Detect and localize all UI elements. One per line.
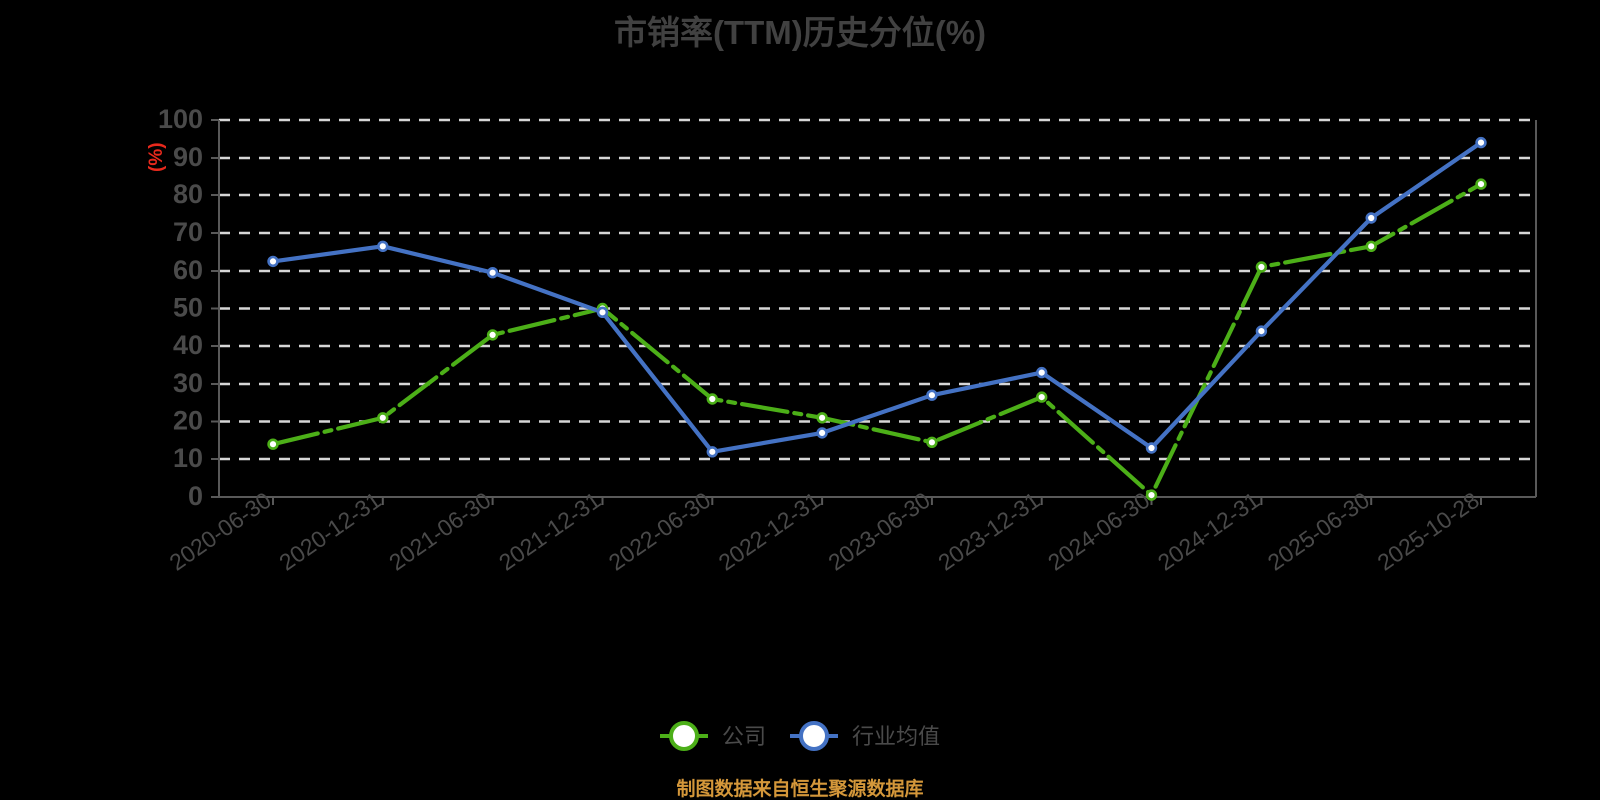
svg-text:2021-12-31: 2021-12-31 [494, 487, 605, 576]
svg-text:90: 90 [173, 142, 203, 172]
svg-text:2023-12-31: 2023-12-31 [933, 487, 1044, 576]
svg-text:2025-06-30: 2025-06-30 [1263, 487, 1374, 576]
svg-text:2021-06-30: 2021-06-30 [384, 487, 495, 576]
svg-text:40: 40 [173, 330, 203, 360]
svg-text:100: 100 [158, 104, 203, 134]
svg-text:2020-12-31: 2020-12-31 [274, 487, 385, 576]
svg-text:50: 50 [173, 293, 203, 323]
svg-text:2022-06-30: 2022-06-30 [604, 487, 715, 576]
svg-text:公司: 公司 [722, 724, 766, 749]
svg-text:2020-06-30: 2020-06-30 [165, 487, 276, 576]
svg-text:行业均值: 行业均值 [852, 724, 940, 749]
svg-text:10: 10 [173, 443, 203, 473]
svg-text:2024-12-31: 2024-12-31 [1153, 487, 1264, 576]
svg-text:2022-12-31: 2022-12-31 [714, 487, 825, 576]
svg-text:30: 30 [173, 368, 203, 398]
svg-text:70: 70 [173, 217, 203, 247]
svg-text:2025-10-28: 2025-10-28 [1373, 487, 1484, 576]
svg-text:2023-06-30: 2023-06-30 [823, 487, 934, 576]
svg-text:80: 80 [173, 179, 203, 209]
svg-text:60: 60 [173, 255, 203, 285]
svg-text:0: 0 [188, 481, 203, 511]
svg-text:20: 20 [173, 406, 203, 436]
svg-text:2024-06-30: 2024-06-30 [1043, 487, 1154, 576]
